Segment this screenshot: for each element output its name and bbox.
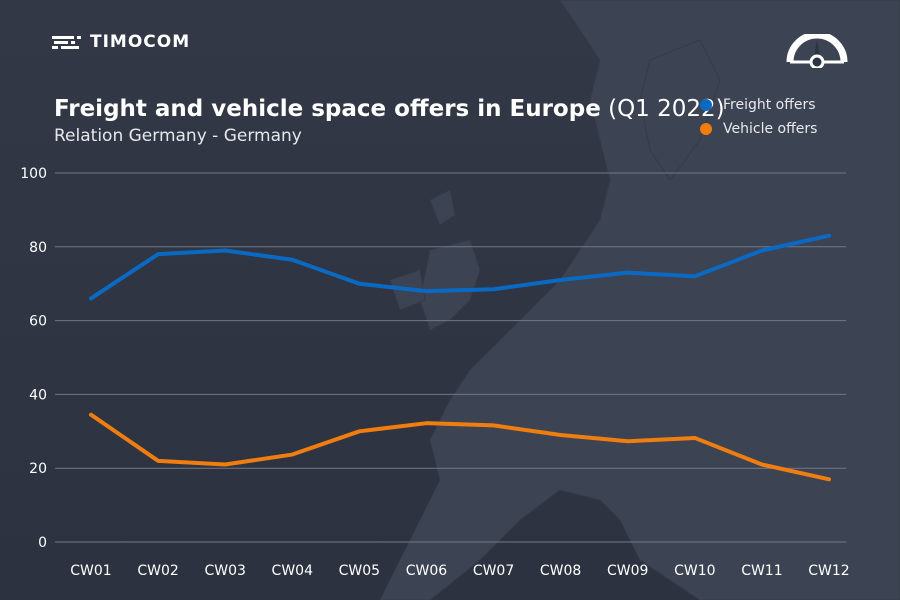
gauge-icon	[786, 34, 848, 68]
chart-subtitle: Relation Germany - Germany	[54, 126, 302, 146]
x-tick-label: CW12	[808, 563, 849, 579]
chart-title: Freight and vehicle space offers in Euro…	[54, 96, 725, 122]
logo-icon	[52, 36, 81, 49]
x-tick-label: CW04	[272, 563, 314, 579]
x-tick-label: CW02	[137, 563, 178, 579]
x-tick-label: CW07	[473, 563, 514, 579]
legend: Freight offers Vehicle offers	[700, 93, 817, 141]
brand-name: TIMOCOM	[90, 32, 191, 52]
x-tick-label: CW05	[339, 563, 380, 579]
x-tick-label: CW10	[674, 563, 715, 579]
x-tick-label: CW09	[607, 563, 648, 579]
y-tick-label: 0	[38, 535, 47, 551]
x-tick-label: CW06	[406, 563, 448, 579]
y-tick-label: 40	[29, 387, 47, 403]
legend-label-freight: Freight offers	[723, 97, 816, 113]
series-line-freight	[89, 233, 831, 301]
y-tick-label: 100	[20, 166, 47, 182]
chart-title-main: Freight and vehicle space offers in Euro…	[54, 96, 601, 122]
series-line-vehicle	[89, 412, 831, 482]
x-tick-label: CW03	[204, 563, 245, 579]
y-tick-label: 60	[29, 314, 47, 330]
legend-item-vehicle: Vehicle offers	[700, 117, 817, 141]
legend-label-vehicle: Vehicle offers	[723, 121, 818, 137]
y-tick-label: 80	[29, 240, 47, 256]
legend-item-freight: Freight offers	[700, 93, 817, 117]
legend-marker-freight	[700, 99, 712, 111]
x-tick-label: CW08	[540, 563, 581, 579]
x-tick-label: CW01	[70, 563, 111, 579]
y-tick-label: 20	[29, 461, 47, 477]
timocom-logo: TIMOCOM	[52, 32, 190, 52]
legend-marker-vehicle	[700, 123, 712, 135]
x-tick-label: CW11	[741, 563, 782, 579]
